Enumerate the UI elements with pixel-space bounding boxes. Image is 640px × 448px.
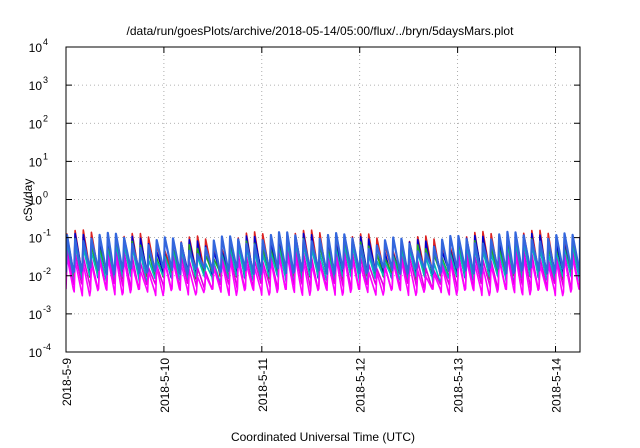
x-tick-label: 2018-5-12 [354,358,368,413]
grid [66,47,580,352]
y-tick-exponent: 2 [43,113,48,123]
y-tick-exponent: 3 [43,75,48,85]
y-tick-exponent: -2 [43,266,51,276]
y-tick-label: 10 [29,155,43,169]
y-tick-exponent: 1 [43,151,48,161]
x-axis: 2018-5-9 2018-5-10 2018-5-11 2018-5-12 2018-… [60,47,564,413]
y-tick-label: 10 [29,194,43,208]
x-tick-label: 2018-5-9 [60,358,74,406]
y-tick-label: 10 [29,41,43,55]
x-tick-label: 2018-5-14 [550,358,564,413]
y-tick-exponent: -3 [43,304,51,314]
y-tick-label: 10 [29,308,43,322]
y-tick-exponent: 4 [43,37,48,47]
x-tick-label: 2018-5-11 [256,358,270,412]
series-group [66,229,580,297]
chart-title: /data/run/goesPlots/archive/2018-05-14/0… [127,24,515,38]
x-tick-label: 2018-5-13 [452,358,466,413]
y-tick-label: 10 [29,270,43,284]
y-tick-label: 10 [29,79,43,93]
y-tick-exponent: -1 [43,228,51,238]
y-tick-label: 10 [29,117,43,131]
series-line [66,254,580,297]
y-axis-label: cSv/day [21,179,35,222]
series-line [66,230,580,276]
y-tick-label: 10 [29,232,43,246]
y-tick-exponent: -4 [43,342,51,352]
y-tick-label: 10 [29,346,43,360]
x-tick-label: 2018-5-10 [158,358,172,413]
x-axis-label: Coordinated Universal Time (UTC) [231,430,415,444]
y-tick-exponent: 0 [43,190,48,200]
